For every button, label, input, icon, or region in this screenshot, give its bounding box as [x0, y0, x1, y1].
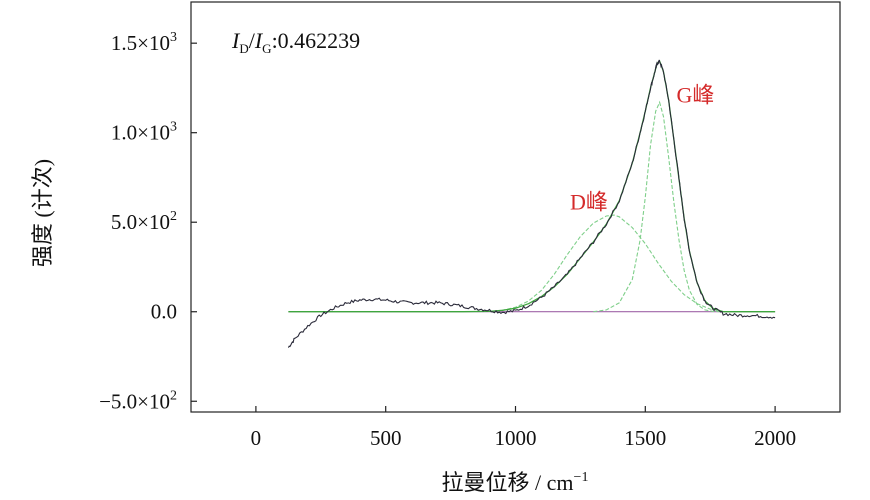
x-tick-label: 2000 [754, 426, 796, 450]
ratio-slash: / [249, 28, 256, 53]
series-G-component [593, 100, 724, 313]
x-tick-label: 1500 [624, 426, 666, 450]
ratio-sub2: G [262, 41, 271, 56]
plot-frame [190, 1, 841, 413]
x-tick-label: 0 [251, 426, 262, 450]
y-axis-title: 强度 (计次) [30, 159, 55, 267]
x-axis-title-sup: −1 [574, 470, 589, 485]
ratio-label: ID/IG:0.462239 [231, 28, 360, 56]
series-D-component [489, 214, 724, 313]
x-axis-title: 拉曼位移 / cm−1 [442, 470, 589, 495]
ratio-i2: I [254, 28, 264, 53]
peak-annotation: D峰 [570, 190, 608, 215]
y-tick-label: 1.0×103 [111, 120, 177, 145]
ratio-value: :0.462239 [272, 28, 361, 53]
peak-annotation: G峰 [676, 82, 714, 107]
y-tick-label: −5.0×102 [99, 388, 177, 413]
ratio-i1: I [231, 28, 241, 53]
ratio-sub1: D [239, 41, 248, 56]
x-axis-title-text: 拉曼位移 / cm [442, 470, 574, 495]
y-tick-label: 1.5×103 [111, 30, 177, 55]
x-tick-label: 1000 [495, 426, 537, 450]
x-tick-label: 500 [370, 426, 402, 450]
series-measured [287, 59, 776, 348]
y-tick-label: 0.0 [151, 300, 177, 324]
y-tick-label: 5.0×102 [111, 209, 177, 234]
